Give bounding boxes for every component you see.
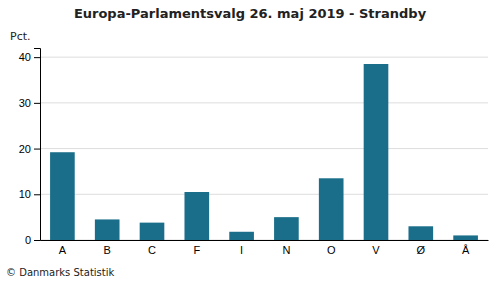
bar [364,64,389,240]
bar [453,235,478,240]
bar [274,217,299,240]
x-tick-label: C [148,244,156,256]
grid [40,57,488,240]
x-tick-label: A [59,244,67,256]
plot: 0 10 20 30 40 A B C F I N O V Ø Å [19,49,489,256]
chart-container: Europa-Parlamentsvalg 26. maj 2019 - Str… [0,0,500,282]
x-tick: Å [462,244,470,256]
y-tick: 0 [25,234,40,246]
x-tick: V [372,244,380,256]
x-tick-label: B [104,244,111,256]
grid-line [40,102,488,103]
y-tick-mark [34,194,40,195]
x-tick-label: N [282,244,290,256]
y-tick-label: 10 [19,188,31,200]
bar [408,226,433,240]
x-tick: O [327,244,336,256]
x-tick-label: V [372,244,380,256]
y-axis: 0 10 20 30 40 [19,49,41,247]
x-tick: A [59,244,67,256]
bar [50,152,75,240]
bars [50,64,478,240]
bar [319,178,344,240]
x-tick: C [148,244,156,256]
x-tick-label: F [193,244,200,256]
grid-line [40,194,488,195]
title: Europa-Parlamentsvalg 26. maj 2019 - Str… [74,6,427,21]
bar [229,232,254,240]
x-axis-line [41,240,489,241]
x-tick-label: Ø [417,244,426,256]
x-tick: I [240,244,243,256]
chart-svg: Europa-Parlamentsvalg 26. maj 2019 - Str… [0,0,500,282]
x-tick: N [282,244,290,256]
x-tick: Ø [417,244,426,256]
grid-line [40,57,488,58]
footer: © Danmarks Statistik [6,267,115,278]
bar [95,219,120,240]
x-tick-label: Å [462,244,470,256]
y-tick: 20 [19,143,40,155]
bar [140,223,165,240]
x-tick: F [193,244,200,256]
y-label: Pct. [10,30,31,43]
grid-line [40,148,488,149]
y-tick-mark [34,240,40,241]
y-tick: 30 [19,97,40,109]
x-tick-label: O [327,244,336,256]
y-axis-line [34,49,41,241]
x-tick: B [104,244,111,256]
y-tick-label: 30 [19,97,31,109]
y-tick: 10 [19,188,40,200]
y-tick-label: 0 [25,234,31,246]
x-tick-label: I [240,244,243,256]
y-tick-mark [34,103,40,104]
y-tick-label: 20 [19,143,31,155]
x-axis: ABCFINOVØÅ [41,241,489,256]
y-tick-mark [34,149,40,150]
y-tick-label: 40 [19,51,31,63]
bar [184,192,209,240]
y-tick-mark [34,57,40,58]
y-tick: 40 [19,51,40,63]
